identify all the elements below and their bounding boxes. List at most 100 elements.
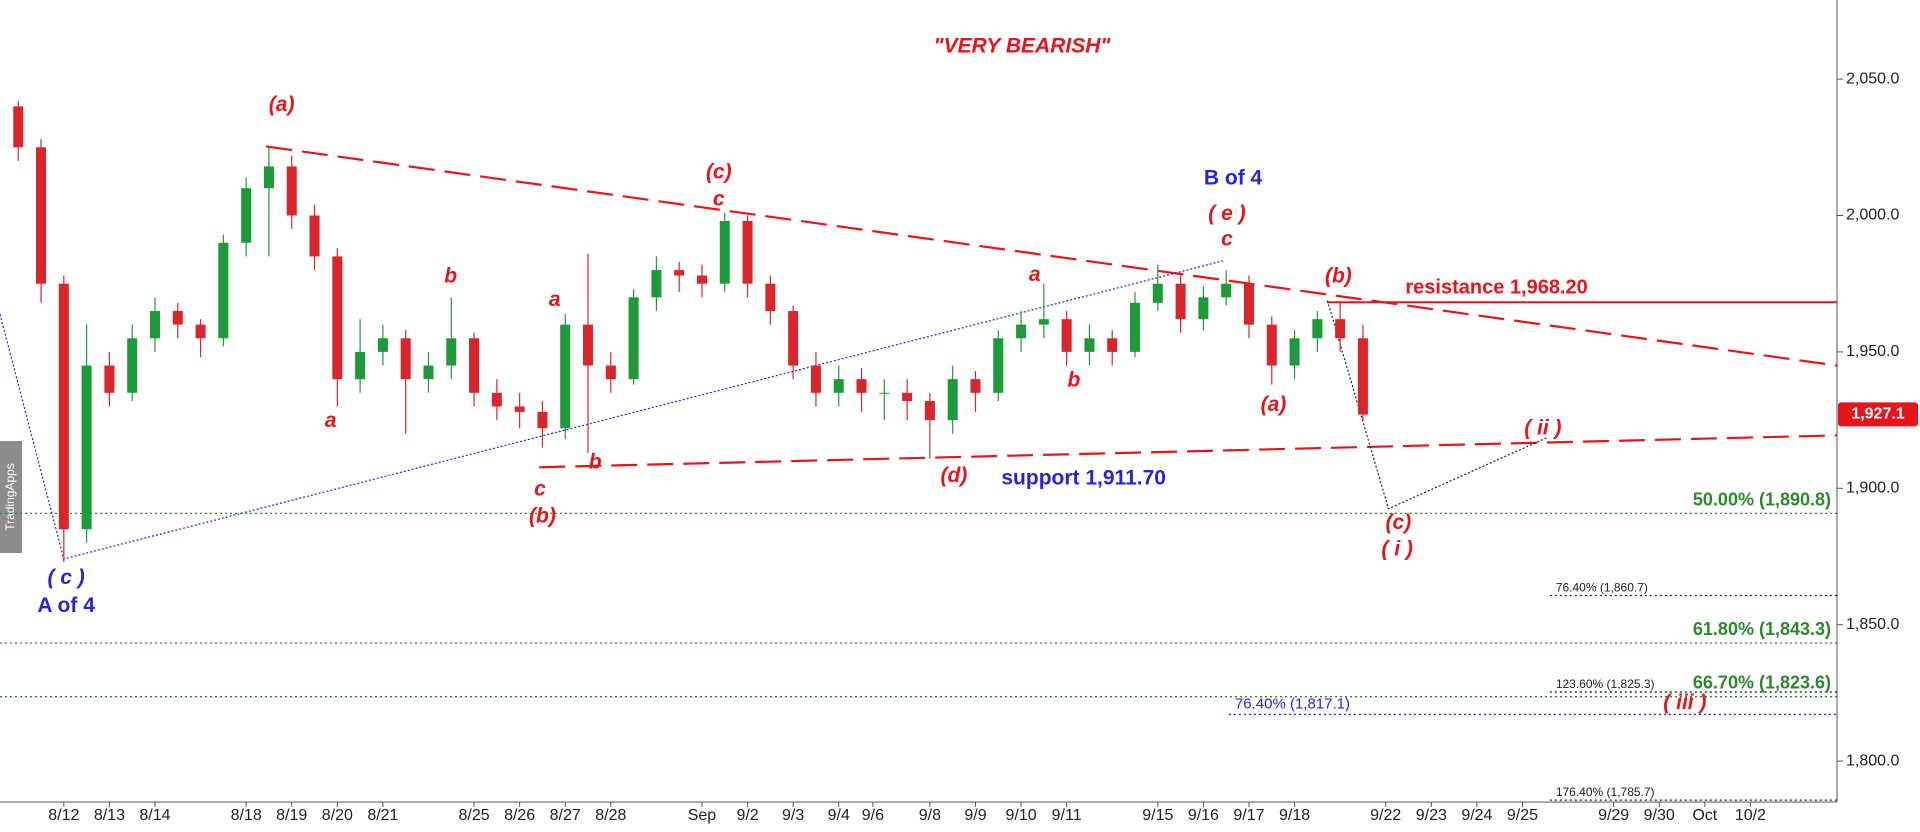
annotation: c (534, 478, 546, 501)
y-tick-label: 1,850.0 (1846, 616, 1899, 633)
candle-body (537, 411, 548, 429)
candle-body (423, 365, 434, 380)
candle-body (195, 324, 206, 339)
candle-body (172, 310, 183, 325)
candle-body (1038, 319, 1049, 325)
candle-body (696, 275, 707, 284)
level-label: 66.70% (1,823.6) (1693, 673, 1831, 693)
candle-body (149, 310, 160, 339)
x-tick-label: Oct (1692, 807, 1717, 824)
x-tick-label: 8/14 (139, 807, 170, 824)
candle-body (1130, 302, 1141, 352)
x-tick-label: 9/22 (1370, 807, 1401, 824)
level-label: 61.80% (1,843.3) (1693, 619, 1831, 639)
annotation: b (444, 264, 457, 287)
candle-body (651, 270, 662, 298)
x-tick-label: 8/19 (276, 807, 307, 824)
x-tick-label: 9/30 (1644, 807, 1675, 824)
candle-body (1289, 338, 1300, 366)
candle-body (628, 297, 639, 380)
annotation: support 1,911.70 (1001, 467, 1166, 490)
annotation: (c) (1386, 511, 1412, 534)
annotation: (b) (1325, 264, 1352, 287)
annotation: (c) (706, 160, 732, 183)
x-tick-label: 9/15 (1142, 807, 1173, 824)
last-price-label: 1,927.1 (1851, 406, 1904, 423)
candle-body (36, 147, 47, 284)
candle-body (1221, 283, 1232, 298)
candle-body (1198, 297, 1209, 320)
x-tick-label: 9/17 (1233, 807, 1264, 824)
candle-body (879, 392, 890, 394)
candle-body (400, 338, 411, 380)
candle-body (856, 379, 867, 393)
y-tick-label: 1,800.0 (1846, 752, 1899, 769)
annotation: ( c ) (47, 566, 84, 589)
watermark: TradingApps (3, 463, 17, 531)
candle-body (719, 220, 730, 284)
x-tick-label: Sep (688, 807, 717, 824)
candle-body (1243, 283, 1254, 325)
x-tick-label: 8/13 (94, 807, 125, 824)
x-tick-label: 8/18 (231, 807, 262, 824)
x-tick-label: 9/9 (964, 807, 986, 824)
x-tick-label: 10/2 (1735, 807, 1766, 824)
x-tick-label: 8/26 (504, 807, 535, 824)
annotation: (a) (269, 93, 295, 116)
candle-body (902, 392, 913, 401)
annotation: ( i ) (1381, 538, 1413, 561)
x-tick-label: 9/11 (1052, 807, 1082, 824)
candle-body (924, 401, 935, 421)
x-tick-label: 9/24 (1461, 807, 1492, 824)
level-label: 50.00% (1,890.8) (1693, 489, 1831, 509)
candle-body (446, 338, 457, 366)
candle-body (332, 256, 343, 380)
candle-body (1061, 319, 1072, 352)
x-tick-label: 9/8 (919, 807, 941, 824)
x-tick-label: 9/10 (1005, 807, 1036, 824)
watermark-box (0, 441, 22, 553)
candle-body (263, 166, 274, 189)
trendline (266, 145, 1838, 367)
candle-body (309, 215, 320, 257)
annotation: (d) (940, 464, 967, 487)
candle-body (127, 338, 138, 393)
candle-body (469, 338, 480, 393)
candle-body (1175, 283, 1186, 320)
annotation: a (1029, 263, 1041, 286)
x-tick-label: 8/27 (550, 807, 581, 824)
x-tick-label: 9/25 (1507, 807, 1538, 824)
candle-body (491, 392, 502, 407)
annotation: b (589, 451, 602, 474)
candle-body (560, 324, 571, 429)
candle-body (1152, 283, 1163, 303)
last-price-box (1838, 402, 1918, 427)
annotation: (b) (529, 505, 556, 528)
x-tick-label: 9/2 (736, 807, 758, 824)
x-tick-label: 9/4 (828, 807, 850, 824)
candle-body (1084, 338, 1095, 352)
x-tick-label: 8/21 (367, 807, 398, 824)
candle-body (947, 379, 958, 421)
candle-body (1357, 338, 1368, 415)
candle-body (1016, 324, 1027, 339)
candle-body (788, 310, 799, 366)
annotation: ( e ) (1208, 202, 1245, 225)
candle-body (1312, 319, 1323, 339)
x-tick-label: 9/18 (1279, 807, 1310, 824)
annotation: a (549, 288, 561, 311)
x-tick-label: 9/3 (782, 807, 804, 824)
candle-body (13, 106, 24, 148)
candle-body (241, 188, 252, 243)
candle-body (833, 379, 844, 393)
candle-body (810, 365, 821, 393)
level-label: 176.40% (1,785.7) (1556, 785, 1655, 799)
annotation: (a) (1261, 393, 1287, 416)
candle-body (218, 242, 229, 339)
candle-body (1335, 319, 1346, 339)
chart-title: "VERY BEARISH" (934, 35, 1112, 58)
annotation: c (1221, 228, 1233, 251)
